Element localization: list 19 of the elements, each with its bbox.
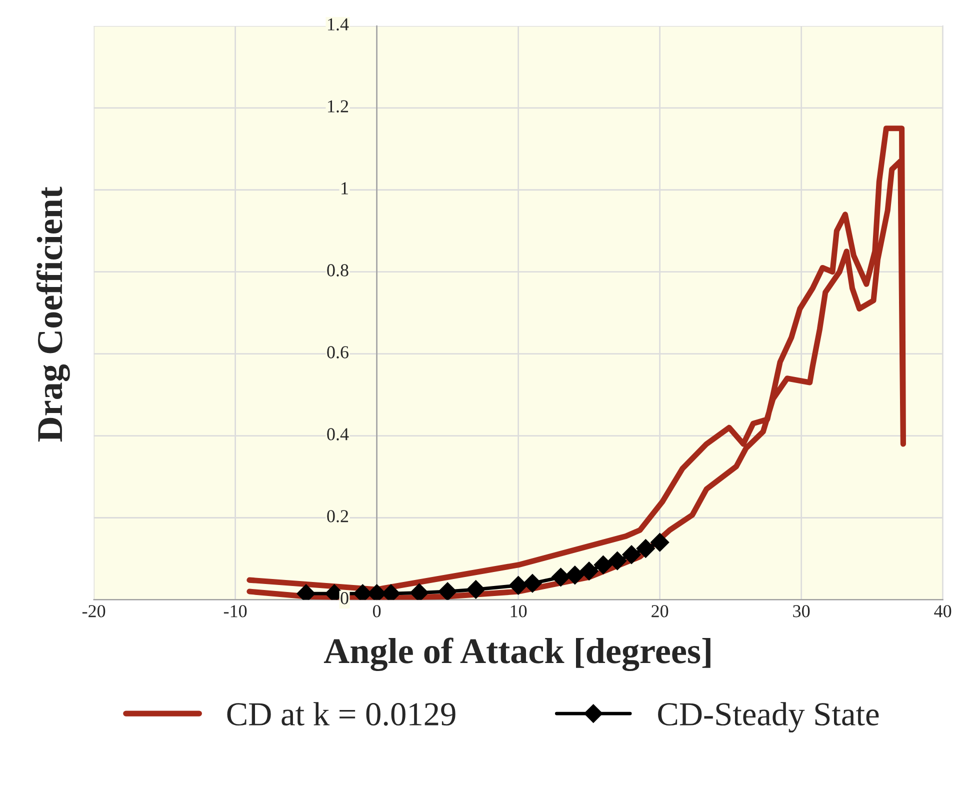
x-axis-title: Angle of Attack [degrees]	[324, 638, 710, 672]
y-tick-label: 0	[340, 592, 348, 604]
y-axis-title: Drag Coefficient	[36, 186, 70, 442]
x-tick-label: 0	[372, 605, 381, 618]
y-tick-label: 0.6	[327, 346, 348, 358]
x-tick-label: 30	[793, 605, 810, 618]
legend-label: CD-Steady State	[658, 702, 879, 732]
y-tick-label: 1	[342, 182, 348, 194]
y-tick-label: 1.4	[328, 18, 349, 31]
legend-label: CD at k = 0.0129	[227, 702, 456, 726]
y-tick-label: 1.2	[328, 100, 348, 113]
y-tick-label: 0.4	[327, 428, 349, 440]
x-tick-label: -20	[82, 605, 106, 618]
y-tick-label: 0.2	[327, 510, 348, 522]
x-tick-label: 20	[652, 605, 668, 618]
x-tick-label: -10	[224, 605, 247, 618]
x-tick-label: 40	[934, 605, 952, 618]
y-tick-label: 0.8	[327, 264, 348, 276]
x-tick-label: 10	[510, 605, 527, 618]
